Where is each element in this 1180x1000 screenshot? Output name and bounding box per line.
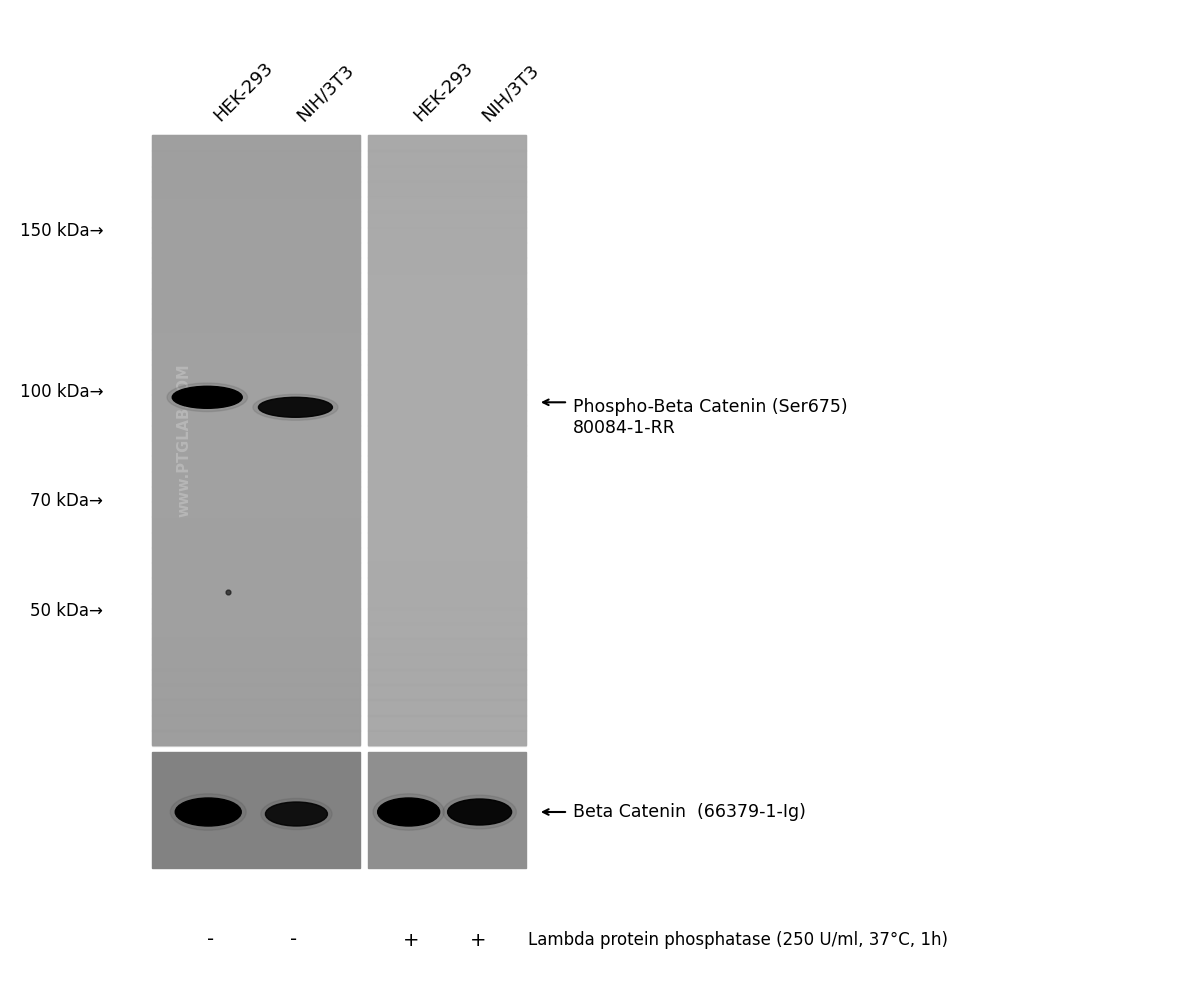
Bar (152, 654, 360, 670)
Bar (368, 303, 526, 319)
Bar (368, 196, 526, 212)
Bar (368, 349, 526, 365)
Text: NIH/3T3: NIH/3T3 (479, 61, 543, 125)
Bar (152, 181, 360, 197)
Bar (368, 425, 526, 441)
Ellipse shape (258, 397, 333, 417)
Text: 150 kDa→: 150 kDa→ (20, 222, 103, 240)
Bar (152, 608, 360, 624)
Bar (368, 516, 526, 532)
Bar (152, 440, 360, 456)
Text: HEK-293: HEK-293 (210, 59, 276, 125)
Text: 70 kDa→: 70 kDa→ (31, 492, 103, 510)
Bar (152, 242, 360, 258)
Bar (368, 532, 526, 548)
Bar (368, 623, 526, 639)
Bar (152, 638, 360, 654)
Ellipse shape (266, 802, 327, 826)
Bar (152, 577, 360, 593)
Text: +: + (402, 930, 419, 950)
Bar (368, 227, 526, 243)
Ellipse shape (253, 394, 337, 420)
Bar (152, 501, 360, 517)
Ellipse shape (168, 383, 248, 412)
Bar (152, 730, 360, 746)
Text: 100 kDa→: 100 kDa→ (20, 383, 103, 401)
Bar (152, 364, 360, 380)
Bar (152, 394, 360, 410)
Bar (368, 501, 526, 517)
Bar (368, 364, 526, 380)
Bar (152, 135, 360, 745)
Bar (152, 288, 360, 304)
Bar (368, 592, 526, 609)
Bar (368, 211, 526, 228)
Bar (152, 532, 360, 548)
Text: Beta Catenin  (66379-1-Ig): Beta Catenin (66379-1-Ig) (573, 803, 806, 821)
Bar (152, 486, 360, 502)
Bar (368, 150, 526, 166)
Ellipse shape (442, 795, 517, 829)
Bar (152, 669, 360, 685)
Bar (152, 318, 360, 334)
Bar (152, 410, 360, 426)
Bar (368, 752, 526, 868)
Bar (368, 471, 526, 487)
Text: -: - (206, 930, 214, 950)
Bar (152, 592, 360, 609)
Text: NIH/3T3: NIH/3T3 (294, 61, 358, 125)
Bar (152, 303, 360, 319)
Bar (152, 684, 360, 700)
Ellipse shape (373, 794, 445, 830)
Bar (152, 455, 360, 472)
Bar (368, 181, 526, 197)
Bar (368, 638, 526, 654)
Bar (152, 257, 360, 273)
Bar (152, 165, 360, 182)
Ellipse shape (170, 794, 247, 830)
Bar (368, 135, 526, 151)
Text: Lambda protein phosphatase (250 U/ml, 37°C, 1h): Lambda protein phosphatase (250 U/ml, 37… (506, 931, 948, 949)
Bar (368, 669, 526, 685)
Bar (152, 547, 360, 563)
Ellipse shape (447, 799, 512, 825)
Ellipse shape (176, 798, 241, 826)
Bar (152, 150, 360, 166)
Bar (368, 440, 526, 456)
Bar (368, 288, 526, 304)
Text: www.PTGLAB.COM: www.PTGLAB.COM (177, 363, 191, 517)
Bar (152, 699, 360, 716)
Text: Phospho-Beta Catenin (Ser675)
80084-1-RR: Phospho-Beta Catenin (Ser675) 80084-1-RR (573, 398, 847, 437)
Bar (152, 227, 360, 243)
Bar (152, 516, 360, 532)
Bar (152, 272, 360, 288)
Bar (368, 410, 526, 426)
Bar (152, 211, 360, 228)
Bar (368, 257, 526, 273)
Bar (368, 455, 526, 472)
Bar (368, 608, 526, 624)
Bar (152, 333, 360, 350)
Bar (368, 135, 526, 745)
Bar (368, 242, 526, 258)
Bar (368, 577, 526, 593)
Bar (152, 714, 360, 731)
Bar (368, 333, 526, 350)
Text: +: + (471, 930, 487, 950)
Bar (368, 562, 526, 578)
Bar (368, 394, 526, 410)
Bar (152, 562, 360, 578)
Bar (152, 135, 360, 151)
Bar (368, 699, 526, 716)
Bar (152, 623, 360, 639)
Bar (368, 654, 526, 670)
Text: 50 kDa→: 50 kDa→ (31, 602, 103, 620)
Bar (152, 349, 360, 365)
Ellipse shape (378, 798, 440, 826)
Bar (368, 379, 526, 395)
Bar (368, 486, 526, 502)
Bar (152, 196, 360, 212)
Bar (368, 684, 526, 700)
Bar (368, 165, 526, 182)
Text: HEK-293: HEK-293 (411, 59, 477, 125)
